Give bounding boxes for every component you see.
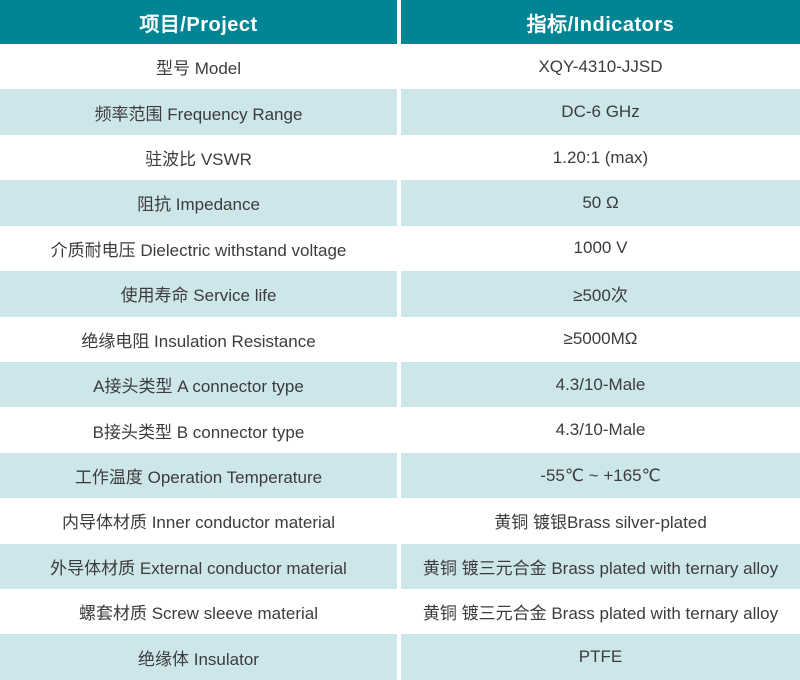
indicator-cell: -55℃ ~ +165℃: [401, 452, 800, 499]
project-cell: 外导体材质 External conductor material: [0, 543, 397, 590]
table-row: 驻波比 VSWR 1.20:1 (max): [0, 134, 800, 181]
table-row: 阻抗 Impedance 50 Ω: [0, 180, 800, 226]
table-row: 螺套材质 Screw sleeve material 黄铜 镀三元合金 Bras…: [0, 589, 800, 635]
indicator-cell: 50 Ω: [401, 180, 800, 226]
column-divider: [397, 452, 401, 499]
header-indicators: 指标/Indicators: [526, 13, 675, 36]
project-cell: A接头类型 A connector type: [0, 361, 397, 408]
project-cell: B接头类型 B connector type: [0, 407, 397, 453]
column-divider: [397, 271, 401, 317]
project-cell: 螺套材质 Screw sleeve material: [0, 589, 397, 635]
table-row: 外导体材质 External conductor material 黄铜 镀三元…: [0, 543, 800, 590]
column-divider: [397, 180, 401, 226]
indicator-cell: PTFE: [401, 634, 800, 680]
project-cell: 型号 Model: [0, 44, 397, 90]
column-divider: [397, 361, 401, 408]
indicator-cell: DC-6 GHz: [401, 89, 800, 135]
indicator-cell: ≥5000MΩ: [401, 316, 800, 362]
table-row: 工作温度 Operation Temperature -55℃ ~ +165℃: [0, 452, 800, 499]
column-divider: [397, 634, 401, 680]
project-cell: 绝缘电阻 Insulation Resistance: [0, 316, 397, 362]
project-cell: 使用寿命 Service life: [0, 271, 397, 317]
table-header-row: 项目/Project 指标/Indicators: [0, 0, 800, 44]
indicator-cell: 黄铜 镀三元合金 Brass plated with ternary alloy: [401, 589, 800, 635]
project-cell: 介质耐电压 Dielectric withstand voltage: [0, 225, 397, 272]
column-divider: [397, 498, 401, 544]
table-row: 介质耐电压 Dielectric withstand voltage 1000 …: [0, 225, 800, 272]
column-divider: [397, 134, 401, 181]
project-cell: 工作温度 Operation Temperature: [0, 452, 397, 499]
indicator-cell: 4.3/10-Male: [401, 407, 800, 453]
indicator-cell: ≥500次: [401, 271, 800, 317]
project-cell: 驻波比 VSWR: [0, 134, 397, 181]
table-row: 绝缘体 Insulator PTFE: [0, 634, 800, 680]
indicator-cell: 黄铜 镀银Brass silver-plated: [401, 498, 800, 544]
indicator-cell: XQY-4310-JJSD: [401, 44, 800, 90]
table-row: 绝缘电阻 Insulation Resistance ≥5000MΩ: [0, 316, 800, 362]
column-divider: [397, 407, 401, 453]
indicator-cell: 黄铜 镀三元合金 Brass plated with ternary alloy: [401, 543, 800, 590]
column-divider: [397, 589, 401, 635]
column-divider: [397, 316, 401, 362]
column-divider: [397, 0, 401, 44]
project-cell: 阻抗 Impedance: [0, 180, 397, 226]
table-row: 使用寿命 Service life ≥500次: [0, 271, 800, 317]
table-row: 型号 Model XQY-4310-JJSD: [0, 44, 800, 90]
indicator-cell: 1000 V: [401, 225, 800, 272]
table-row: 频率范围 Frequency Range DC-6 GHz: [0, 89, 800, 135]
table-row: B接头类型 B connector type 4.3/10-Male: [0, 407, 800, 453]
column-divider: [397, 89, 401, 135]
project-cell: 内导体材质 Inner conductor material: [0, 498, 397, 544]
indicator-cell: 1.20:1 (max): [401, 134, 800, 181]
column-divider: [397, 44, 401, 90]
table-row: A接头类型 A connector type 4.3/10-Male: [0, 361, 800, 408]
column-divider: [397, 543, 401, 590]
indicator-cell: 4.3/10-Male: [401, 361, 800, 408]
project-cell: 绝缘体 Insulator: [0, 634, 397, 680]
project-cell: 频率范围 Frequency Range: [0, 89, 397, 135]
table-row: 内导体材质 Inner conductor material 黄铜 镀银Bras…: [0, 498, 800, 544]
column-divider: [397, 225, 401, 272]
header-project: 项目/Project: [139, 13, 258, 36]
